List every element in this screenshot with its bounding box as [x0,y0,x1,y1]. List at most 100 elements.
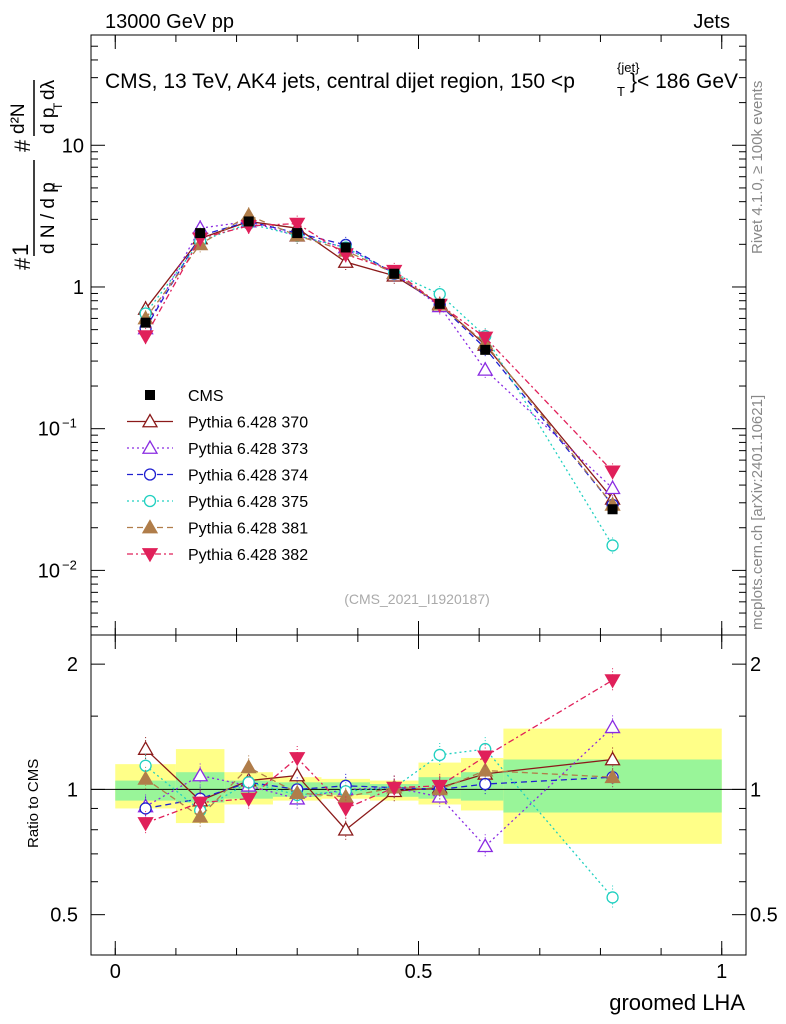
x-axis-label: groomed LHA [609,990,745,1015]
ratio-point [477,837,494,853]
svg-text:d p: d p [38,108,59,134]
legend-label: Pythia 6.428 370 [188,415,308,432]
legend-label: Pythia 6.428 375 [188,494,308,511]
ratio-point [604,768,621,784]
ratio-point [289,784,306,799]
analysis-watermark: (CMS_2021_I1920187) [344,591,490,607]
header-right: Jets [693,11,730,33]
series-point [477,361,494,376]
ratio-tick-label-right: 1 [750,779,761,801]
legend-label: Pythia 6.428 373 [188,441,308,458]
legend-entry: Pythia 6.428 370 [127,413,308,432]
ratio-point [337,788,354,803]
main-tick-label: 1 [73,277,84,299]
x-tick-label: 0.5 [405,961,433,983]
legend-marker [141,548,159,563]
main-tick-exponent: −1 [62,416,77,431]
legend-label: Pythia 6.428 374 [188,468,308,485]
legend-marker [143,494,157,508]
series-point [477,331,494,346]
svg-text:T: T [617,84,625,99]
chart-title: CMS, 13 TeV, AK4 jets, central dijet reg… [105,60,738,99]
ratio-point [137,770,154,785]
ratio-point [604,719,621,734]
ratio-tick-label-right: 0.5 [750,905,778,927]
ratio-point [192,796,209,811]
ratio-point [139,759,152,772]
legend-entry: Pythia 6.428 373 [127,439,308,458]
ratio-point [477,762,494,777]
mcplots-label: mcplots.cern.ch [arXiv:2401.10621] [749,395,766,630]
svg-text:dλ: dλ [38,79,59,100]
legend-entry: CMS [145,388,224,405]
legend-entry: Pythia 6.428 382 [127,547,308,564]
legend-entry: Pythia 6.428 381 [127,519,308,538]
ratio-point [433,748,446,762]
x-tick-label: 0 [110,961,121,983]
data-point [243,216,254,227]
series-point [289,217,306,232]
ratio-point [240,792,257,807]
series-point [137,330,154,345]
legend-entry: Pythia 6.428 374 [127,468,308,485]
legend-marker [145,390,155,400]
ratio-band-green [115,780,176,801]
ratio-point [604,751,621,766]
svg-text:T: T [51,182,65,190]
ratio-point [137,817,154,832]
data-point [340,242,351,253]
series-line-main [145,222,614,472]
ratio-point [192,767,209,782]
svg-text:}< 186 GeV: }< 186 GeV [630,70,738,93]
series-line-main [145,220,614,506]
ratio-point [386,781,403,796]
ratio-point [192,808,209,823]
main-plot-frame [90,34,747,636]
data-point [195,228,206,239]
ratio-point [604,674,621,689]
series-point [604,465,621,480]
series-point [606,539,619,552]
ratio-point [479,777,492,791]
data-point [480,344,491,355]
svg-text:d²N: d²N [8,103,29,134]
legend-marker [141,413,159,428]
data-point [389,268,400,279]
ratio-point [289,752,306,767]
ratio-point [240,759,257,774]
legend-marker [141,519,159,534]
data-point [140,317,151,328]
main-tick-label: 10 [62,135,84,157]
main-y-axis-label: # 1 d N / d p T # d²N d p T dλ [8,79,65,270]
ratio-tick-label: 1 [67,779,78,801]
header-left: 13000 GeV pp [105,11,234,33]
ratio-tick-label-right: 2 [750,654,761,676]
ratio-tick-label: 0.5 [50,905,78,927]
main-tick-label: 10 [38,560,60,582]
ratio-point [337,821,354,836]
svg-text:#: # [10,257,35,270]
legend-marker [141,439,159,454]
x-tick-label: 1 [716,961,727,983]
ratio-point [137,740,154,755]
main-tick-label: 10 [38,419,60,441]
svg-text:CMS, 13 TeV, AK4 jets, central: CMS, 13 TeV, AK4 jets, central dijet reg… [105,70,575,93]
svg-text:d N / d p: d N / d p [38,182,59,254]
data-point [292,228,303,239]
legend-label: Pythia 6.428 382 [188,547,308,564]
data-point [434,298,445,309]
ratio-point [337,802,354,817]
rivet-label: Rivet 4.1.0, ≥ 100k events [749,81,766,254]
series-line-main [145,220,614,489]
ratio-point [242,776,255,789]
ratio-point [289,767,306,782]
svg-text:T: T [51,102,65,110]
series-line-main [145,214,614,506]
legend-entry: Pythia 6.428 375 [127,494,308,511]
ratio-point [477,750,494,765]
svg-text:1: 1 [8,244,33,256]
ratio-point [139,802,152,815]
data-point [607,504,618,515]
ratio-point [606,891,619,904]
